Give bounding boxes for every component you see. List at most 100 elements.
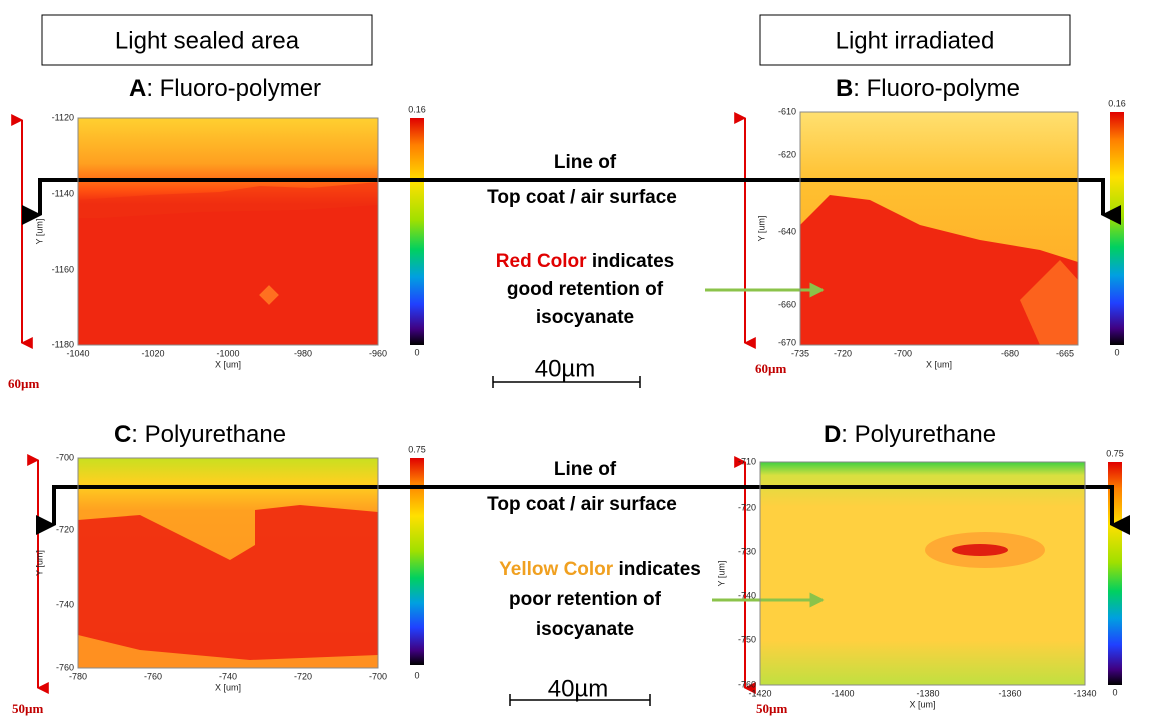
note-text: indicates [587, 251, 675, 272]
panel-title-text: : Fluoro-polymer [146, 75, 321, 102]
y-tick-label: -1120 [52, 112, 74, 122]
y-tick-label: -730 [738, 546, 756, 556]
x-tick-label: -1340 [1073, 688, 1096, 698]
header-right: Light irradiated [836, 27, 995, 54]
retention-note: isocyanate [536, 619, 634, 640]
scale-label: 50µm [12, 701, 43, 716]
y-tick-label: -720 [56, 524, 74, 534]
y-tick-label: -750 [738, 634, 756, 644]
y-tick-label: -1180 [52, 339, 74, 349]
plot-frame [77, 457, 379, 669]
colorbar [1110, 112, 1124, 345]
retention-note: Yellow Color indicates [499, 559, 701, 580]
scale-label: 50µm [756, 701, 787, 716]
note-text: indicates [613, 559, 701, 580]
color-word: Yellow Color [499, 559, 614, 580]
line-label: Line of [554, 459, 617, 480]
line-label: Line of [554, 152, 617, 173]
x-tick-label: -700 [894, 348, 912, 358]
panel-title-text: : Fluoro-polyme [853, 75, 1020, 102]
x-tick-label: -665 [1056, 348, 1074, 358]
retention-note: isocyanate [536, 307, 634, 328]
plot-frame [759, 461, 1086, 686]
retention-note: Red Color indicates [496, 251, 674, 272]
y-tick-label: -760 [56, 662, 74, 672]
y-tick-label: -740 [738, 590, 756, 600]
header-box [759, 14, 1071, 66]
surface-line [22, 178, 1121, 225]
colorbar [410, 458, 424, 665]
scale-label: 60µm [8, 376, 39, 391]
retention-note: poor retention of [509, 589, 662, 610]
y-axis-label: Y [um] [34, 219, 44, 245]
y-axis-label: Y [um] [756, 216, 766, 242]
y-tick-label: -760 [738, 679, 756, 689]
plot-frame [799, 111, 1079, 346]
y-tick-label: -720 [738, 502, 756, 512]
scale-bar [492, 376, 641, 388]
x-tick-label: -780 [69, 671, 87, 681]
color-word: Red Color [496, 251, 587, 272]
colorbar-min: 0 [1114, 347, 1119, 357]
x-tick-label: -735 [791, 348, 809, 358]
x-tick-label: -760 [144, 671, 162, 681]
x-tick-label: -700 [369, 671, 387, 681]
x-tick-label: -1040 [66, 348, 89, 358]
panel-label: B [836, 75, 853, 102]
y-tick-label: -1140 [52, 188, 74, 198]
x-tick-label: -1420 [748, 688, 771, 698]
panel-title: D: Polyurethane [824, 421, 996, 448]
y-tick-label: -1160 [52, 264, 74, 274]
panel-title: B: Fluoro-polyme [836, 75, 1020, 102]
y-axis-label: Y [um] [716, 561, 726, 587]
colorbar-max: 0.16 [1108, 98, 1126, 108]
x-tick-label: -960 [369, 348, 387, 358]
x-tick-label: -1000 [216, 348, 239, 358]
colorbar-max: 0.16 [408, 104, 426, 114]
panel-label: A [129, 75, 146, 102]
y-tick-label: -670 [778, 337, 796, 347]
x-tick-label: -1380 [916, 688, 939, 698]
surface-line [36, 485, 1130, 535]
colorbar-min: 0 [1112, 687, 1117, 697]
heatmap-a [78, 118, 378, 345]
colorbar [410, 118, 424, 345]
panel-title-text: : Polyurethane [841, 421, 996, 448]
heatmap-b [800, 112, 1078, 345]
scale-bar-label: 40µm [548, 675, 609, 702]
y-axis-label: Y [um] [34, 550, 44, 576]
header-left: Light sealed area [115, 27, 300, 54]
x-tick-label: -1360 [998, 688, 1021, 698]
y-tick-label: -640 [778, 226, 796, 236]
x-tick-label: -720 [834, 348, 852, 358]
x-tick-label: -1400 [831, 688, 854, 698]
y-tick-label: -610 [778, 106, 796, 116]
panel-title-text: : Polyurethane [131, 421, 286, 448]
colorbar-min: 0 [414, 670, 419, 680]
heatmap-d [760, 462, 1085, 685]
scale-bar-label: 40µm [535, 355, 596, 382]
panel-label: C [114, 421, 131, 448]
y-tick-label: -740 [56, 599, 74, 609]
x-tick-label: -720 [294, 671, 312, 681]
x-tick-label: -1020 [141, 348, 164, 358]
colorbar-max: 0.75 [1106, 448, 1124, 458]
colorbar-min: 0 [414, 347, 419, 357]
x-tick-label: -680 [1001, 348, 1019, 358]
y-tick-label: -700 [56, 452, 74, 462]
panel-title: C: Polyurethane [114, 421, 286, 448]
heatmap-c [78, 458, 378, 668]
retention-note: good retention of [507, 279, 664, 300]
scale-bar [509, 694, 651, 706]
scale-label: 60µm [755, 361, 786, 376]
header-box [41, 14, 373, 66]
x-tick-label: -740 [219, 671, 237, 681]
x-axis-label: X [um] [215, 359, 241, 369]
y-tick-label: -660 [778, 299, 796, 309]
plot-frame [77, 117, 379, 346]
line-label: Top coat / air surface [487, 187, 677, 208]
y-tick-label: -710 [738, 456, 756, 466]
colorbar-max: 0.75 [408, 444, 426, 454]
x-tick-label: -980 [294, 348, 312, 358]
